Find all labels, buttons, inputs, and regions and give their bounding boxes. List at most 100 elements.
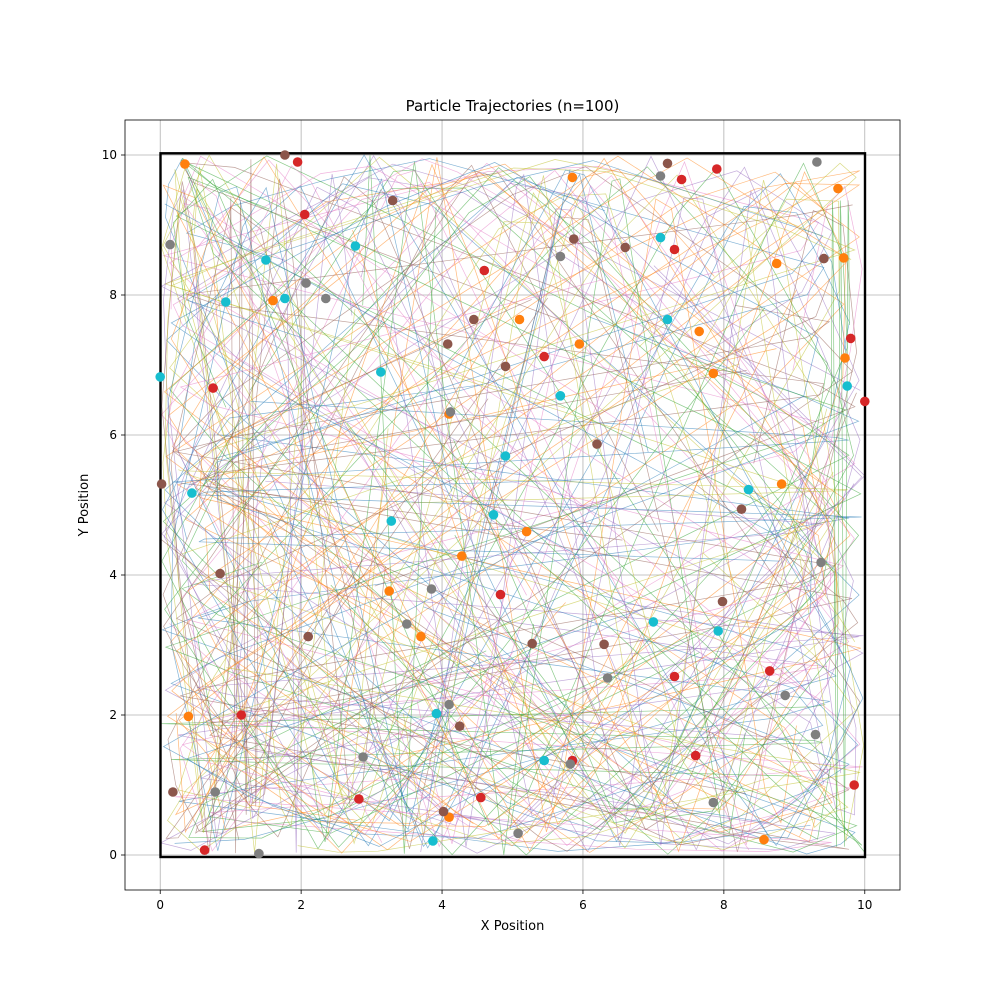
particle-point-cyan [555,391,566,401]
particle-point-red [299,209,310,220]
trajectory-line [360,189,857,817]
particle-point-orange [416,631,426,642]
particle-point-gray [565,759,576,769]
particle-point-cyan [261,255,271,265]
particle-point-brown [469,314,479,325]
particle-point-brown [215,568,225,579]
trajectory-line [162,184,797,852]
chart-title: Particle Trajectories (n=100) [406,97,620,115]
particle-point-gray [810,729,821,740]
particle-point-cyan [539,755,549,766]
particle-point-cyan [280,293,290,304]
particle-points [155,150,870,859]
particle-point-cyan [376,367,386,377]
particle-point-gray [655,171,666,181]
particle-point-brown [569,234,579,244]
particle-point-orange [776,479,787,489]
particle-point-cyan [428,836,438,846]
trajectory-line [285,226,307,853]
trajectory-line [239,399,861,852]
trajectory-line [509,178,746,834]
particle-point-cyan [655,232,666,243]
trajectory-line [452,169,864,839]
trajectory-line [420,173,643,853]
particle-point-cyan [350,241,361,251]
particle-point-gray [513,828,523,839]
particle-point-brown [442,339,453,349]
particle-point-brown [662,158,673,169]
trajectory-line [172,158,823,702]
trajectory-line [181,363,849,850]
trajectory-line [178,603,859,851]
particle-point-brown [387,195,398,206]
particle-point-red [690,750,701,761]
particle-point-brown [592,439,602,449]
particle-point-cyan [431,708,442,719]
particle-point-gray [426,584,437,594]
x-axis-label: X Position [481,919,545,934]
trajectory-line [186,160,824,839]
particle-point-orange [771,258,782,269]
trajectory-line [174,656,863,852]
particle-point-orange [840,353,850,363]
trajectory-line [175,163,846,853]
particle-point-red [669,244,680,255]
particle-point-cyan [187,488,197,498]
particle-point-gray [254,848,264,859]
trajectory-line [229,159,259,854]
particle-point-brown [156,479,167,489]
particle-point-cyan [500,451,511,461]
particle-point-gray [402,619,412,629]
particle-point-gray [812,157,822,167]
trajectory-line [160,162,838,846]
trajectory-line [164,155,854,841]
trajectory-line [182,157,863,846]
y-tick-label: 6 [109,428,117,442]
y-tick-label: 0 [109,848,117,862]
particle-point-red [199,845,210,855]
trajectory-line [167,173,649,831]
trajectory-line [249,169,865,853]
particle-point-brown [500,361,511,372]
particle-point-orange [180,159,190,169]
particle-point-orange [759,834,769,845]
particle-point-brown [527,638,537,649]
trajectory-lines [159,154,866,856]
particle-point-gray [444,699,454,710]
particle-point-brown [599,639,609,650]
trajectory-line [327,157,797,837]
particle-point-red [354,794,364,804]
particle-point-cyan [386,516,397,526]
y-tick-label: 2 [109,708,117,722]
trajectory-line [161,605,856,855]
x-tick-label: 8 [720,898,728,912]
particle-point-gray [321,293,331,304]
trajectory-line [163,171,827,851]
particle-point-red [712,164,722,174]
trajectory-line [403,175,864,842]
particle-point-orange [694,326,704,337]
trajectory-line [169,165,856,762]
particle-point-orange [521,526,532,537]
particle-point-red [476,792,486,803]
trajectory-line [173,400,849,486]
particle-point-gray [780,690,790,701]
particle-point-red [764,666,775,676]
particle-point-red [208,383,218,393]
trajectory-line [180,159,862,839]
trajectory-line [159,483,855,851]
y-tick-label: 8 [109,288,117,302]
trajectory-line [166,157,850,842]
particle-point-orange [457,551,467,561]
trajectory-line [362,155,437,854]
particle-point-orange [384,586,395,596]
particle-point-orange [514,314,525,325]
trajectory-line [172,166,853,834]
trajectory-line [163,154,860,853]
y-tick-label: 4 [109,568,117,582]
trajectory-line [830,200,850,847]
trajectory-line [160,485,859,852]
trajectory-line [162,162,819,847]
x-axis-ticks: 0 2 4 6 8 10 [156,890,872,912]
particle-point-brown [168,787,178,797]
